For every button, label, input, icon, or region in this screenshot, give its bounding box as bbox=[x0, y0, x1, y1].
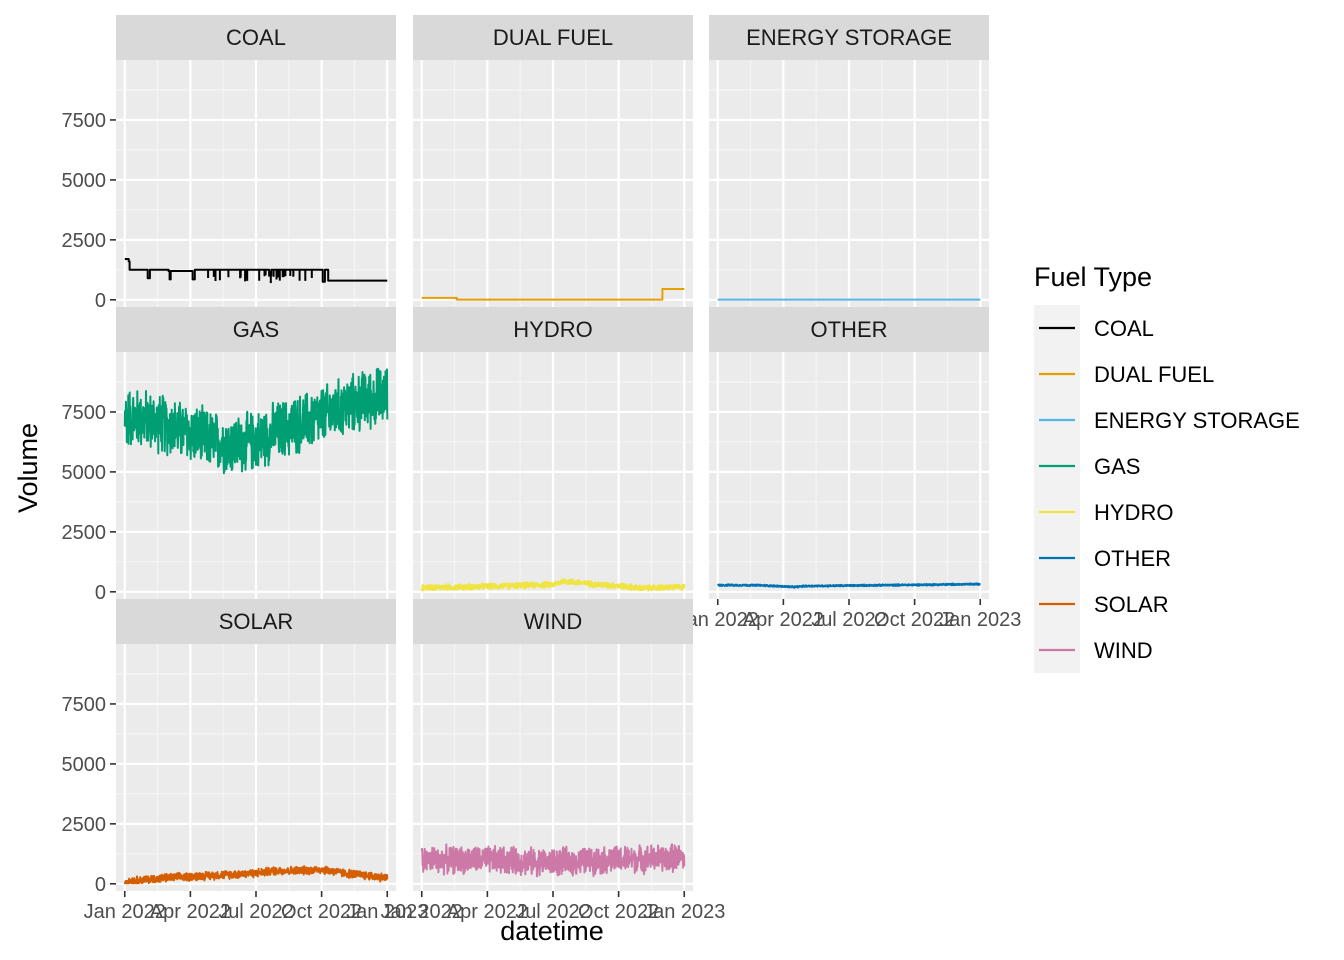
legend-label: OTHER bbox=[1094, 546, 1171, 571]
legend-item-wind: WIND bbox=[1039, 638, 1153, 663]
x-tick-label: Jan 2023 bbox=[346, 901, 428, 923]
facet-strip bbox=[413, 15, 693, 60]
y-tick-label: 7500 bbox=[62, 110, 107, 132]
series-line-gas bbox=[123, 367, 389, 475]
x-tick-label: Oct 2022 bbox=[578, 901, 659, 923]
legend-label: GAS bbox=[1094, 454, 1140, 479]
x-tick-label: Jan 2022 bbox=[677, 609, 759, 631]
facet-strip-label: SOLAR bbox=[219, 609, 294, 634]
legend-item-solar: SOLAR bbox=[1039, 592, 1169, 617]
x-tick-label: Jul 2022 bbox=[218, 901, 294, 923]
x-tick-label: Apr 2022 bbox=[150, 901, 231, 923]
legend-item-other: OTHER bbox=[1039, 546, 1171, 571]
facet-strip-label: HYDRO bbox=[513, 317, 592, 342]
x-tick-label: Oct 2022 bbox=[281, 901, 362, 923]
legend-key-background bbox=[1034, 305, 1080, 673]
facet-dual-fuel: DUAL FUEL bbox=[413, 15, 693, 313]
y-tick-label: 5000 bbox=[62, 754, 107, 776]
y-tick-label: 0 bbox=[95, 874, 106, 896]
legend-title: Fuel Type bbox=[1034, 262, 1152, 292]
legend-label: DUAL FUEL bbox=[1094, 362, 1214, 387]
x-tick-label: Jan 2022 bbox=[381, 901, 463, 923]
legend-label: ENERGY STORAGE bbox=[1094, 408, 1300, 433]
legend: Fuel Type COAL DUAL FUEL ENERGY STORAGE GAS H… bbox=[1034, 262, 1300, 673]
legend-item-gas: GAS bbox=[1039, 454, 1140, 479]
facet-strip bbox=[709, 307, 989, 352]
facet-strip-label: GAS bbox=[233, 317, 279, 342]
y-tick-label: 5000 bbox=[62, 462, 107, 484]
y-tick-label: 0 bbox=[95, 582, 106, 604]
facet-strip-label: COAL bbox=[226, 25, 286, 50]
series-line-solar bbox=[123, 865, 389, 885]
legend-label: SOLAR bbox=[1094, 592, 1169, 617]
y-tick-label: 2500 bbox=[62, 522, 107, 544]
y-tick-label: 2500 bbox=[62, 814, 107, 836]
x-tick-label: Jan 2023 bbox=[643, 901, 725, 923]
facet-strip bbox=[116, 599, 396, 644]
y-tick-label: 2500 bbox=[62, 230, 107, 252]
y-axis-title: Volume bbox=[13, 423, 43, 513]
x-tick-label: Jan 2022 bbox=[84, 901, 166, 923]
legend-item-coal: COAL bbox=[1039, 316, 1154, 341]
legend-item-energy-storage: ENERGY STORAGE bbox=[1039, 408, 1300, 433]
x-tick-label: Apr 2022 bbox=[743, 609, 824, 631]
facet-strip-label: WIND bbox=[524, 609, 583, 634]
facet-strip bbox=[413, 599, 693, 644]
legend-label: COAL bbox=[1094, 316, 1154, 341]
x-tick-label: Jul 2022 bbox=[811, 609, 887, 631]
series-line-wind bbox=[420, 843, 686, 878]
facet-hydro: HYDRO bbox=[413, 307, 693, 605]
series-line-other bbox=[717, 582, 981, 589]
x-tick-label: Oct 2022 bbox=[874, 609, 955, 631]
legend-item-hydro: HYDRO bbox=[1039, 500, 1173, 525]
legend-item-dual-fuel: DUAL FUEL bbox=[1039, 362, 1214, 387]
facet-strip-label: DUAL FUEL bbox=[493, 25, 613, 50]
legend-label: HYDRO bbox=[1094, 500, 1173, 525]
y-tick-label: 7500 bbox=[62, 402, 107, 424]
x-tick-label: Jan 2023 bbox=[939, 609, 1021, 631]
facet-strip bbox=[709, 15, 989, 60]
facet-strip bbox=[413, 307, 693, 352]
series-line-hydro bbox=[420, 578, 686, 592]
x-axis-title: datetime bbox=[500, 916, 604, 946]
y-tick-label: 5000 bbox=[62, 170, 107, 192]
x-tick-label: Jul 2022 bbox=[515, 901, 591, 923]
facet-strip bbox=[116, 307, 396, 352]
y-tick-label: 7500 bbox=[62, 694, 107, 716]
x-tick-label: Apr 2022 bbox=[447, 901, 528, 923]
facet-strip-label: ENERGY STORAGE bbox=[746, 25, 952, 50]
facet-strip bbox=[116, 15, 396, 60]
legend-label: WIND bbox=[1094, 638, 1153, 663]
facet-energy-storage: ENERGY STORAGE bbox=[709, 15, 989, 313]
series-line-dual-fuel bbox=[421, 288, 685, 301]
y-tick-label: 0 bbox=[95, 290, 106, 312]
facet-coal: COAL 0 2500 5000 7500 bbox=[62, 15, 396, 313]
facet-strip-label: OTHER bbox=[811, 317, 888, 342]
facet-gas: GAS 0 2500 5000 7500 bbox=[62, 307, 396, 605]
series-line-coal bbox=[124, 258, 388, 284]
